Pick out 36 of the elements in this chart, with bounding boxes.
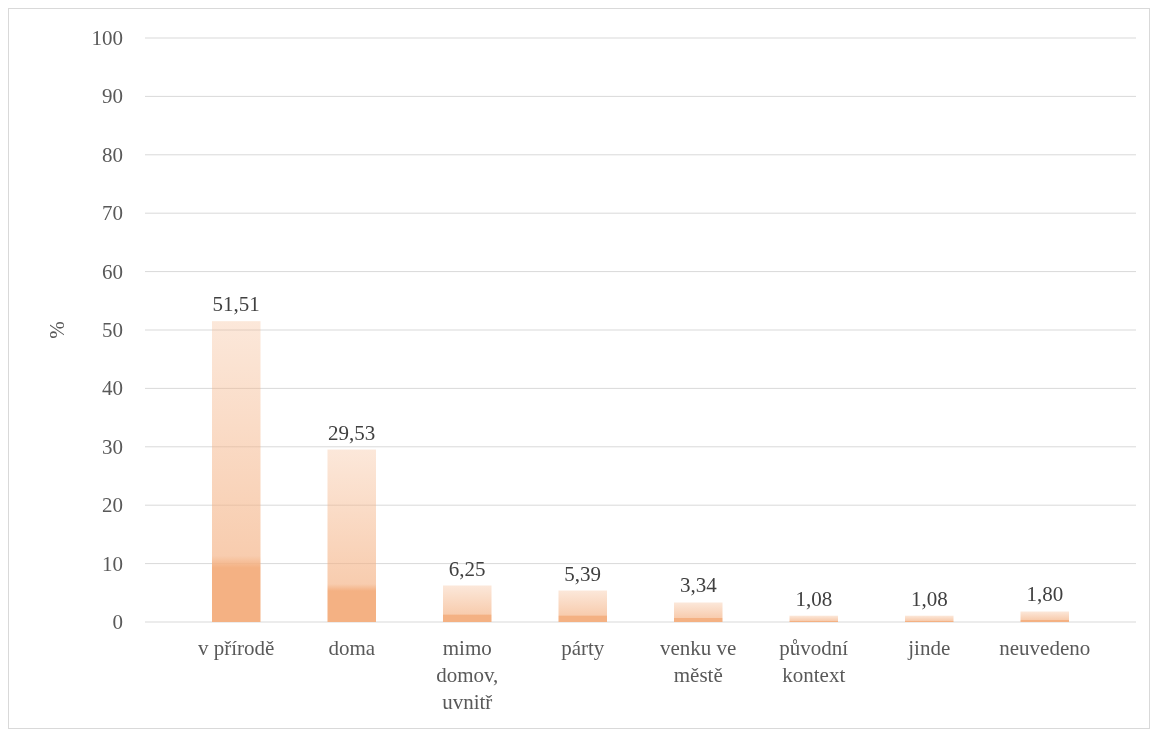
data-label: 1,80: [1026, 582, 1064, 607]
x-tick-label: v přírodě: [198, 636, 275, 660]
y-tick-label: 10: [102, 551, 123, 576]
bar: [789, 615, 839, 622]
data-label: 3,34: [679, 573, 718, 598]
y-axis-title: %: [45, 321, 69, 339]
y-tick-label: 70: [102, 201, 123, 226]
y-tick-label: 20: [102, 493, 123, 518]
x-tick-label: mimo domov, uvnitř: [436, 636, 499, 714]
x-tick-label: jinde: [907, 636, 951, 660]
x-tick-label: venku ve městě: [660, 636, 737, 687]
y-tick-label: 30: [102, 434, 123, 459]
y-tick-label: 100: [91, 26, 123, 50]
data-label: 51,51: [212, 292, 260, 317]
data-label: 29,53: [328, 420, 376, 445]
bar: [1020, 611, 1070, 622]
y-tick-label: 60: [102, 259, 123, 284]
x-tick-label: doma: [328, 636, 376, 660]
data-label: 6,25: [448, 556, 486, 581]
y-tick-label: 40: [102, 376, 123, 401]
y-tick-label: 50: [102, 318, 123, 342]
data-label: 5,39: [564, 561, 602, 586]
x-tick-label: původní kontext: [779, 636, 849, 687]
bar: [442, 585, 492, 622]
bar: [211, 321, 261, 622]
bar: [327, 449, 376, 622]
bar: [674, 602, 723, 622]
data-label: 1,08: [910, 586, 948, 611]
x-tick-label: párty: [561, 636, 605, 660]
y-tick-label: 0: [112, 610, 123, 634]
data-label: 1,08: [795, 586, 833, 611]
bar: [558, 590, 607, 622]
x-tick-label: neuvedeno: [999, 636, 1091, 660]
y-tick-label: 80: [102, 142, 123, 167]
bar: [905, 615, 954, 622]
y-tick-label: 90: [102, 84, 123, 109]
